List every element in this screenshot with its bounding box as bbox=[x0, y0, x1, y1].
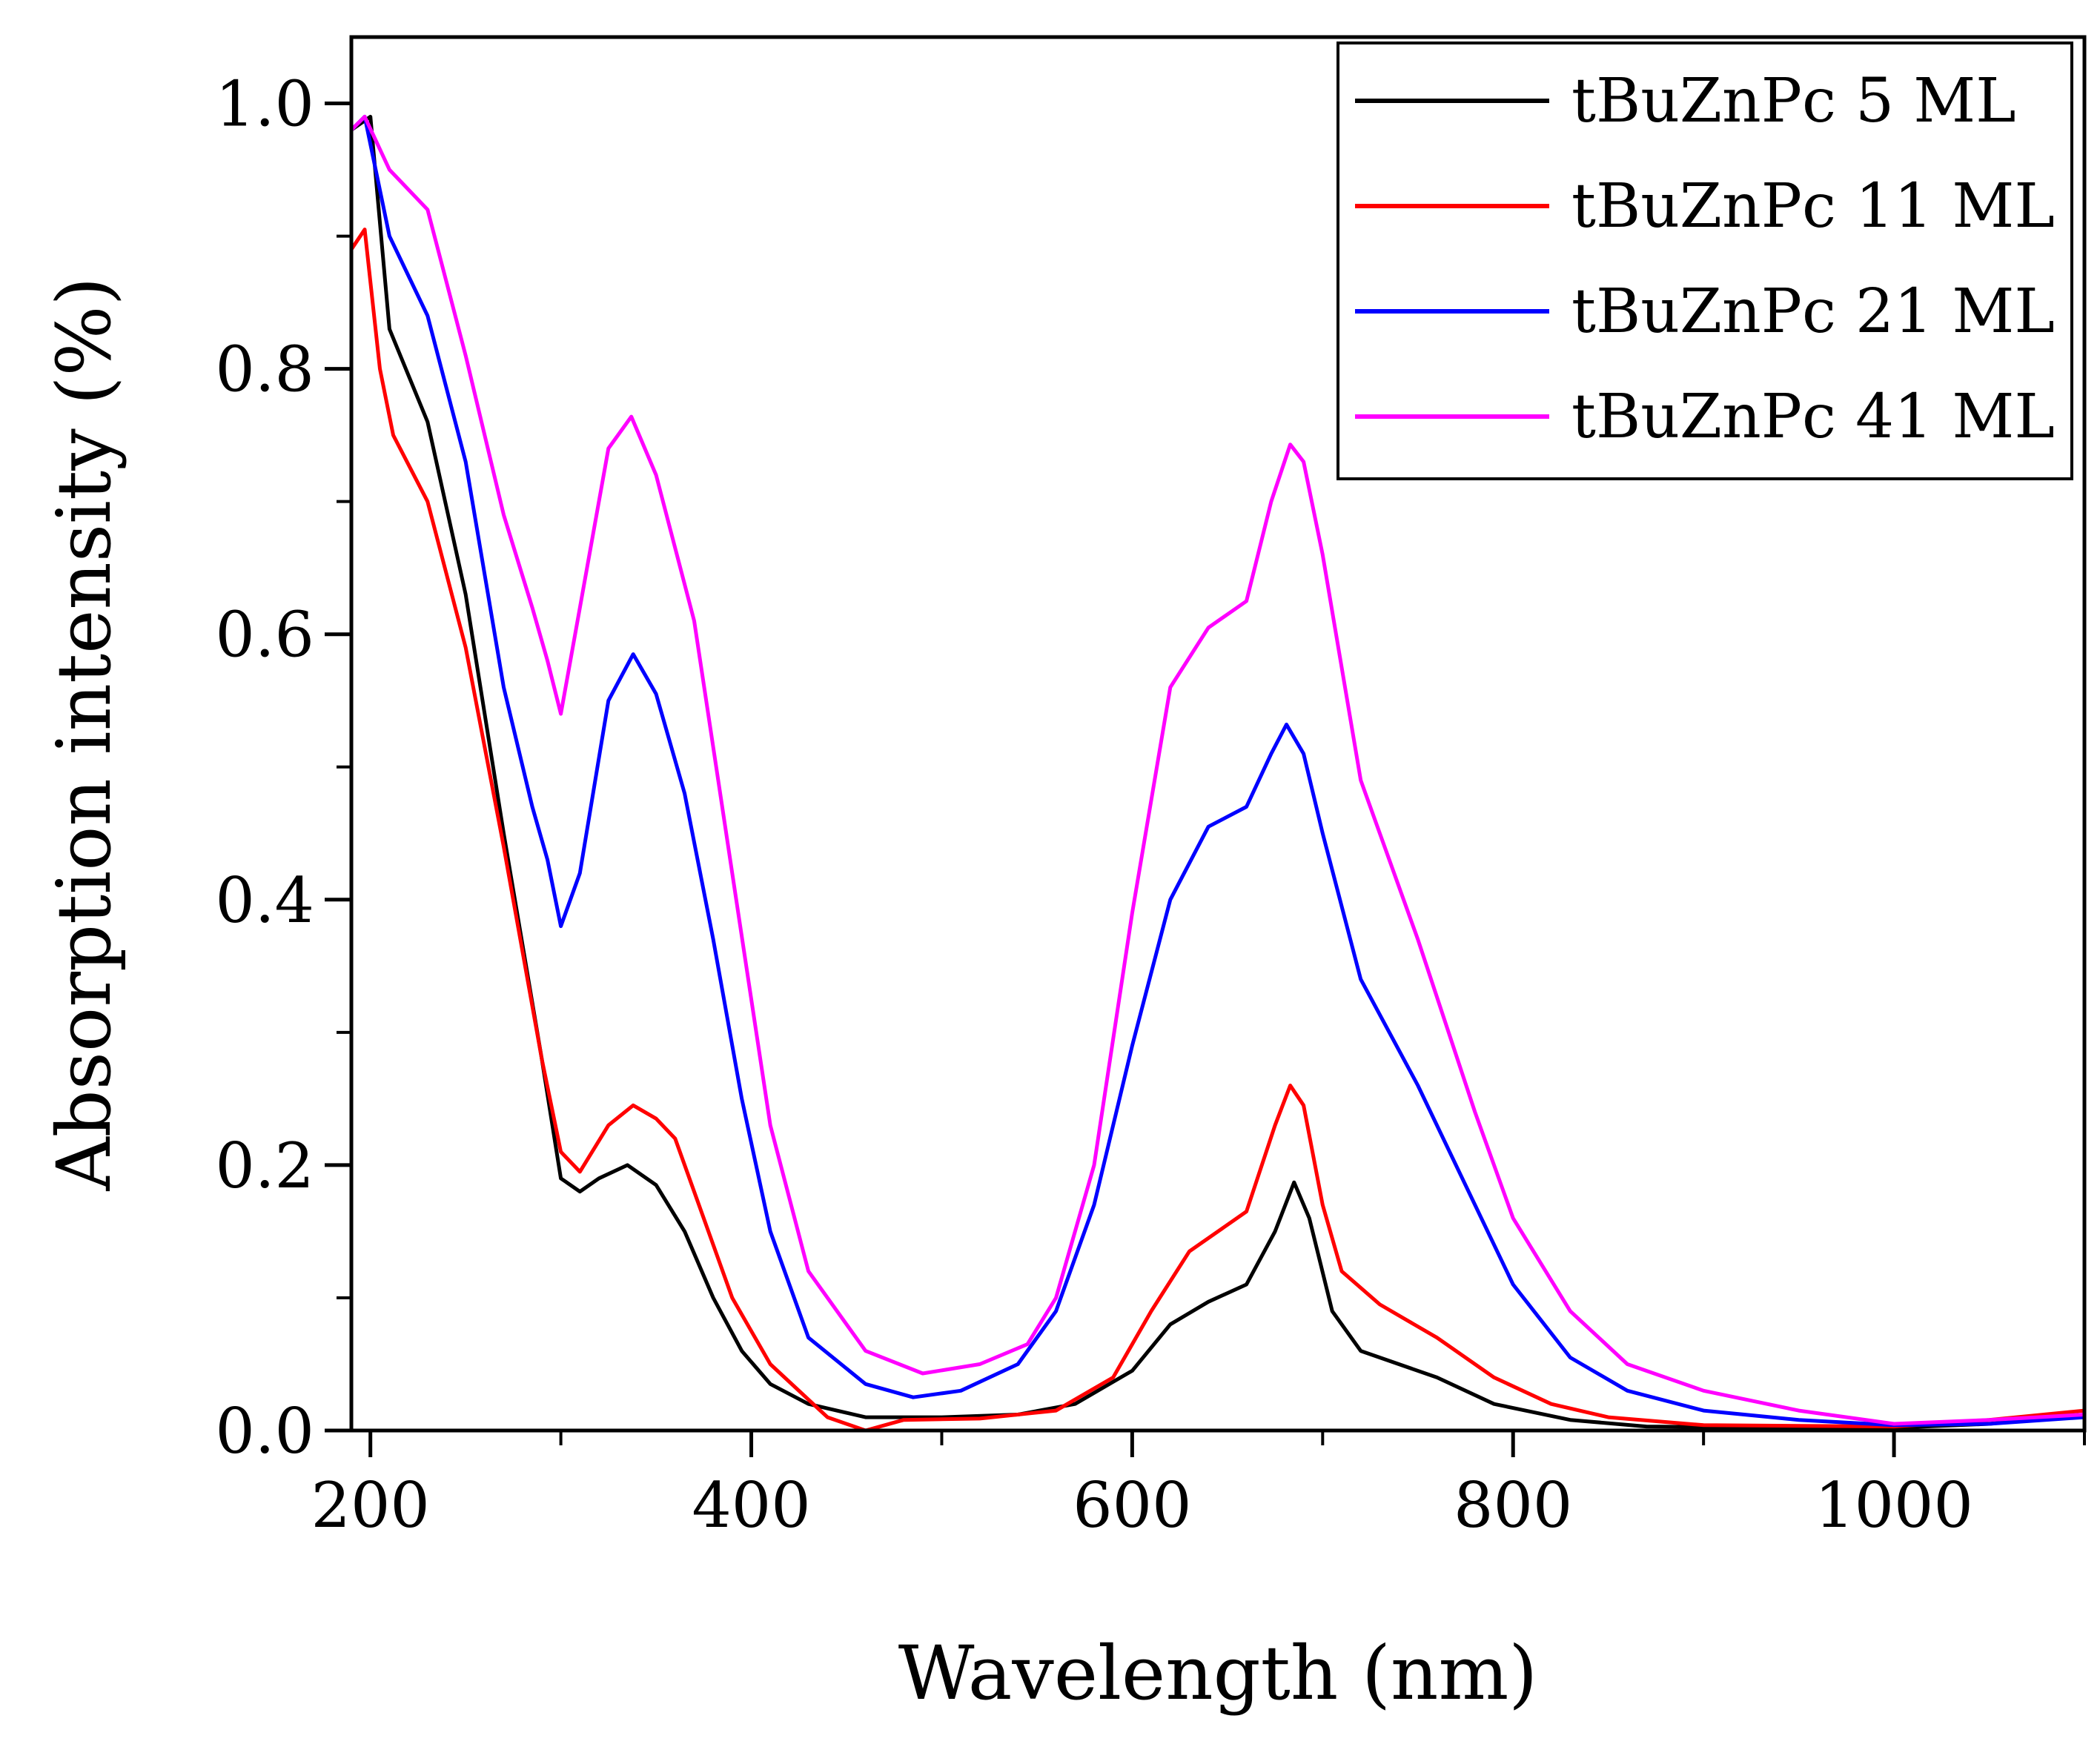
y-tick-label: 0.0 bbox=[215, 1395, 314, 1468]
x-tick-label: 1000 bbox=[1815, 1469, 1973, 1542]
y-tick-label: 0.8 bbox=[215, 334, 314, 406]
y-tick-label: 0.2 bbox=[215, 1130, 314, 1202]
legend-label: tBuZnPc 5 ML bbox=[1571, 66, 2016, 136]
legend-label: tBuZnPc 41 ML bbox=[1571, 382, 2055, 452]
series-line-4 bbox=[351, 114, 2084, 1426]
y-axis-title: Absorption intensity (%) bbox=[41, 276, 127, 1191]
legend-label: tBuZnPc 21 ML bbox=[1571, 276, 2055, 347]
x-tick-label: 600 bbox=[1073, 1469, 1191, 1542]
y-tick-label: 0.4 bbox=[215, 864, 314, 937]
x-axis: 200 400 600 800 1000 bbox=[311, 1431, 2086, 1542]
x-axis-title: Wavelength (nm) bbox=[898, 1630, 1538, 1717]
y-axis: 0.0 0.2 0.4 0.6 0.8 1.0 bbox=[215, 68, 351, 1468]
x-tick-label: 800 bbox=[1454, 1469, 1572, 1542]
x-tick-label: 400 bbox=[692, 1469, 810, 1542]
legend-label: tBuZnPc 11 ML bbox=[1571, 171, 2055, 242]
x-tick-label: 200 bbox=[311, 1469, 430, 1542]
legend-box bbox=[1336, 42, 2073, 480]
y-tick-label: 0.6 bbox=[215, 599, 314, 672]
plot-frame bbox=[349, 35, 2087, 1433]
y-tick-label: 1.0 bbox=[215, 68, 314, 141]
series-layer bbox=[351, 114, 2084, 1431]
series-line-3 bbox=[351, 114, 2084, 1428]
series-line-2 bbox=[351, 228, 2084, 1431]
legend: tBuZnPc 5 ML tBuZnPc 11 ML tBuZnPc 21 ML tB… bbox=[1336, 42, 2073, 480]
